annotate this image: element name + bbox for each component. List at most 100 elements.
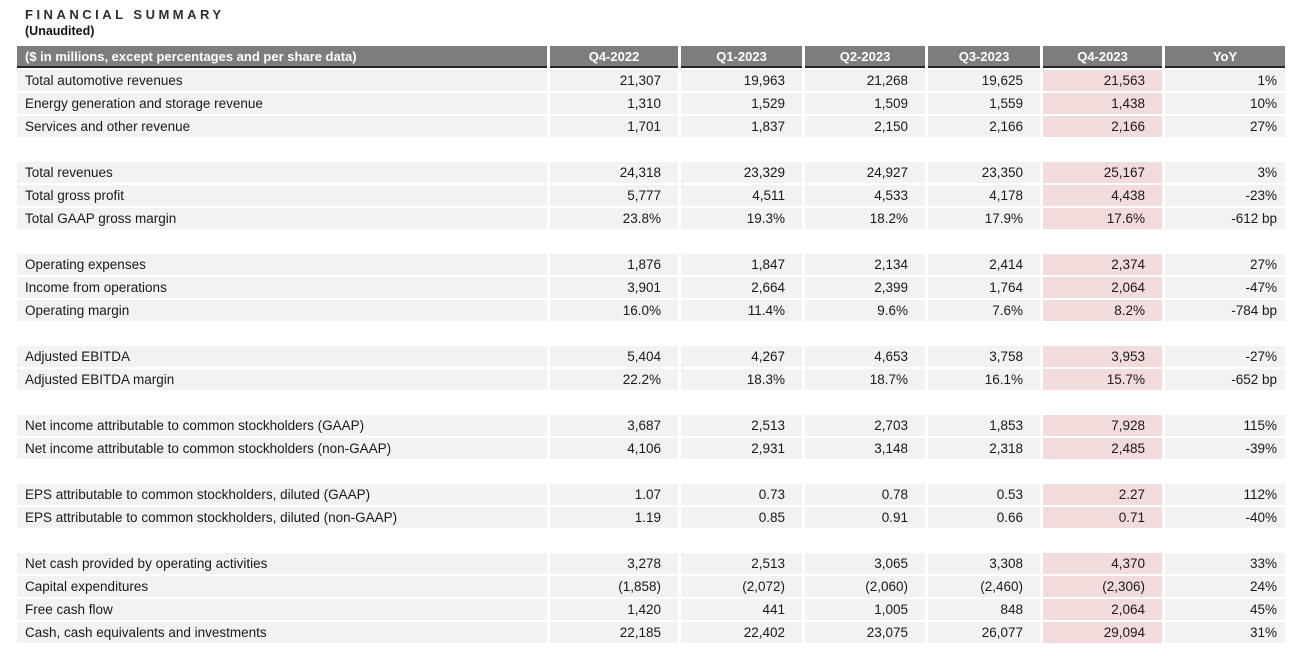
cell-yoy: -27%: [1165, 346, 1285, 367]
cell-q3-2023: 2,414: [928, 254, 1040, 275]
cell-q4-2023: 2.27: [1043, 484, 1162, 505]
cell-q2-2023: 1,509: [805, 93, 925, 114]
cell-q4-2023: 2,064: [1043, 277, 1162, 298]
cell-q4-2022: 3,687: [550, 415, 678, 436]
cell-q4-2022: 5,404: [550, 346, 678, 367]
cell-q1-2023: 22,402: [681, 622, 802, 643]
header-cell-q4-2022: Q4-2022: [550, 46, 678, 68]
cell-yoy: 33%: [1165, 553, 1285, 574]
section-spacer: [17, 530, 1285, 553]
table-row: Income from operations 3,901 2,664 2,399 1,7…: [17, 277, 1285, 298]
row-label: Total GAAP gross margin: [17, 208, 547, 229]
cell-yoy: -40%: [1165, 507, 1285, 528]
cell-q2-2023: 4,533: [805, 185, 925, 206]
table-row: Net income attributable to common stockh…: [17, 438, 1285, 459]
cell-q2-2023: 2,399: [805, 277, 925, 298]
cell-q4-2022: (1,858): [550, 576, 678, 597]
row-label: Free cash flow: [17, 599, 547, 620]
cell-q4-2023: 2,064: [1043, 599, 1162, 620]
table-row: Total automotive revenues 21,307 19,963 21,…: [17, 70, 1285, 91]
table-row: Operating margin 16.0% 11.4% 9.6% 7.6% 8.2% -7…: [17, 300, 1285, 321]
cell-q1-2023: 19,963: [681, 70, 802, 91]
cell-yoy: 3%: [1165, 162, 1285, 183]
header-cell-yoy: YoY: [1165, 46, 1285, 68]
cell-yoy: 10%: [1165, 93, 1285, 114]
cell-yoy: 24%: [1165, 576, 1285, 597]
cell-q4-2022: 1,876: [550, 254, 678, 275]
section-spacer: [17, 323, 1285, 346]
cell-q4-2023: 2,166: [1043, 116, 1162, 137]
row-label: Operating expenses: [17, 254, 547, 275]
cell-q4-2023: 1,438: [1043, 93, 1162, 114]
cell-yoy: 31%: [1165, 622, 1285, 643]
cell-q3-2023: 3,308: [928, 553, 1040, 574]
cell-q3-2023: 0.66: [928, 507, 1040, 528]
cell-q4-2023: 17.6%: [1043, 208, 1162, 229]
cell-q4-2022: 1,420: [550, 599, 678, 620]
cell-q2-2023: 3,065: [805, 553, 925, 574]
table-row: Adjusted EBITDA 5,404 4,267 4,653 3,758 3,953…: [17, 346, 1285, 367]
table-row: Total gross profit 5,777 4,511 4,533 4,178 4,…: [17, 185, 1285, 206]
row-label: Income from operations: [17, 277, 547, 298]
cell-q4-2023: 25,167: [1043, 162, 1162, 183]
cell-q4-2023: 21,563: [1043, 70, 1162, 91]
cell-q2-2023: 0.78: [805, 484, 925, 505]
table-row: Total GAAP gross margin 23.8% 19.3% 18.2% 17…: [17, 208, 1285, 229]
cell-q4-2023: 29,094: [1043, 622, 1162, 643]
cell-q3-2023: 2,318: [928, 438, 1040, 459]
table-row: EPS attributable to common stockholders,…: [17, 507, 1285, 528]
page-subtitle: (Unaudited): [25, 24, 95, 38]
cell-q4-2023: 7,928: [1043, 415, 1162, 436]
cell-q4-2022: 5,777: [550, 185, 678, 206]
cell-q1-2023: 4,511: [681, 185, 802, 206]
table-header-row: ($ in millions, except percentages and p…: [17, 46, 1285, 68]
cell-q2-2023: 24,927: [805, 162, 925, 183]
page-title: FINANCIAL SUMMARY: [25, 7, 225, 22]
cell-q1-2023: 2,513: [681, 553, 802, 574]
table-row: Operating expenses 1,876 1,847 2,134 2,414 2,…: [17, 254, 1285, 275]
cell-yoy: 115%: [1165, 415, 1285, 436]
cell-q4-2023: 2,374: [1043, 254, 1162, 275]
cell-q4-2022: 23.8%: [550, 208, 678, 229]
cell-q3-2023: (2,460): [928, 576, 1040, 597]
title-block: FINANCIAL SUMMARY (Unaudited): [25, 7, 1299, 39]
section-spacer: [17, 139, 1285, 162]
cell-q4-2023: 2,485: [1043, 438, 1162, 459]
cell-q4-2023: 4,438: [1043, 185, 1162, 206]
cell-q2-2023: 1,005: [805, 599, 925, 620]
cell-q4-2022: 22.2%: [550, 369, 678, 390]
cell-q1-2023: 441: [681, 599, 802, 620]
cell-yoy: 45%: [1165, 599, 1285, 620]
cell-q4-2022: 1.07: [550, 484, 678, 505]
cell-q4-2023: (2,306): [1043, 576, 1162, 597]
cell-q2-2023: 0.91: [805, 507, 925, 528]
cell-q3-2023: 7.6%: [928, 300, 1040, 321]
cell-q4-2023: 4,370: [1043, 553, 1162, 574]
cell-q4-2022: 4,106: [550, 438, 678, 459]
table-row: Adjusted EBITDA margin 22.2% 18.3% 18.7% 16.…: [17, 369, 1285, 390]
cell-q1-2023: 18.3%: [681, 369, 802, 390]
cell-q4-2022: 1.19: [550, 507, 678, 528]
cell-q2-2023: 23,075: [805, 622, 925, 643]
header-cell-q4-2023: Q4-2023: [1043, 46, 1162, 68]
row-label: Services and other revenue: [17, 116, 547, 137]
table-row: Capital expenditures (1,858) (2,072) (2,060…: [17, 576, 1285, 597]
header-cell-label: ($ in millions, except percentages and p…: [17, 46, 547, 68]
row-label: EPS attributable to common stockholders,…: [17, 507, 547, 528]
cell-q3-2023: 1,853: [928, 415, 1040, 436]
cell-q3-2023: 2,166: [928, 116, 1040, 137]
cell-q3-2023: 0.53: [928, 484, 1040, 505]
row-label: Energy generation and storage revenue: [17, 93, 547, 114]
cell-q2-2023: 21,268: [805, 70, 925, 91]
row-label: Total gross profit: [17, 185, 547, 206]
cell-yoy: 112%: [1165, 484, 1285, 505]
cell-q1-2023: 1,529: [681, 93, 802, 114]
cell-q4-2023: 15.7%: [1043, 369, 1162, 390]
cell-q2-2023: (2,060): [805, 576, 925, 597]
cell-q2-2023: 2,703: [805, 415, 925, 436]
cell-q1-2023: 0.85: [681, 507, 802, 528]
table-row: Free cash flow 1,420 441 1,005 848 2,064 45%: [17, 599, 1285, 620]
header-cell-q3-2023: Q3-2023: [928, 46, 1040, 68]
section-spacer: [17, 392, 1285, 415]
